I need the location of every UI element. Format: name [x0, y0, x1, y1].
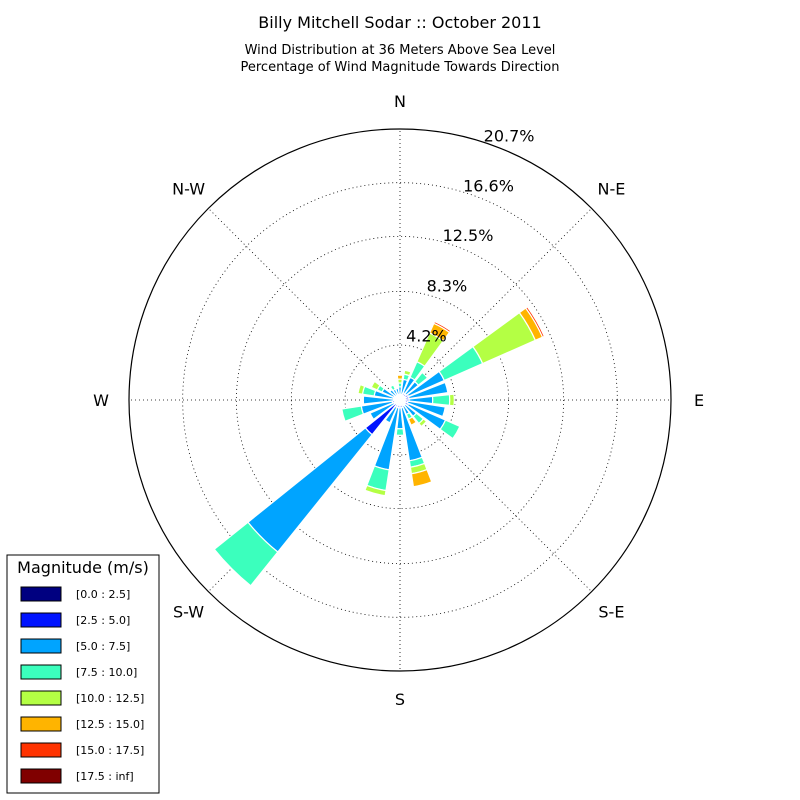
outer-ring: [128, 128, 672, 672]
direction-label: N-W: [172, 180, 205, 199]
legend-swatch: [20, 664, 62, 680]
ring-label: 4.2%: [406, 326, 447, 345]
wind-bar-segment: [524, 305, 546, 338]
legend-label: [15.0 : 17.5]: [76, 744, 144, 757]
wind-bar-segment: [357, 383, 366, 395]
wind-bar-segment: [213, 521, 279, 587]
wind-bar-segment: [418, 418, 428, 428]
legend-swatch: [20, 716, 62, 732]
legend-swatch: [20, 768, 62, 784]
wind-bar-segment: [413, 371, 429, 387]
direction-label: S-W: [173, 602, 204, 621]
wind-bar-segment: [439, 419, 461, 440]
wind-bar-segment: [448, 393, 455, 407]
wind-bar-segment: [406, 400, 446, 418]
wind-bar-segment: [389, 384, 397, 392]
ring-label: 16.6%: [463, 176, 514, 195]
wind-bar-segment: [394, 387, 400, 396]
wind-bar-segment: [369, 401, 396, 421]
wind-bar-segment: [407, 416, 418, 426]
direction-label: W: [93, 391, 109, 410]
wind-bar-segment: [384, 405, 398, 424]
legend-label: [12.5 : 15.0]: [76, 718, 144, 731]
wind-bar-segment: [433, 320, 452, 334]
ring-label: 12.5%: [443, 226, 494, 245]
wind-bar-segment: [407, 381, 449, 400]
wind-bar-segment: [370, 380, 381, 391]
wind-bar-segment: [364, 484, 387, 497]
ring-label: 8.3%: [427, 277, 468, 296]
legend: Magnitude (m/s) [0.0 : 2.5] [2.5 : 5.0] [5.…: [6, 554, 160, 794]
ring-label: 20.7%: [484, 127, 535, 146]
wind-bar-segment: [410, 468, 433, 488]
grid-ring: [182, 182, 618, 618]
chart-title: Billy Mitchell Sodar :: October 2011: [258, 13, 541, 32]
chart-subtitle-line-2: Percentage of Wind Magnitude Towards Dir…: [240, 60, 559, 75]
legend-title: Magnitude (m/s): [17, 558, 149, 577]
legend-label: [2.5 : 5.0]: [76, 614, 130, 627]
legend-swatch: [20, 742, 62, 758]
wind-bar-segment: [395, 427, 405, 436]
grid-ring: [235, 235, 565, 565]
legend-swatch: [20, 612, 62, 628]
legend-swatch: [20, 638, 62, 654]
legend-label: [0.0 : 2.5]: [76, 588, 130, 601]
legend-label: [10.0 : 12.5]: [76, 692, 144, 705]
legend-swatch: [20, 586, 62, 602]
polar-labels: 4.2% 8.3% 12.5% 16.6% 20.7% N N-E E S-E S S-W W N-W: [93, 92, 704, 709]
chart-subtitle-line-1: Wind Distribution at 36 Meters Above Sea…: [245, 43, 556, 58]
wind-bar-segment: [362, 395, 395, 405]
direction-label: S-E: [598, 602, 624, 621]
legend-swatch: [20, 690, 62, 706]
direction-label: N-E: [597, 180, 625, 199]
legend-label: [17.5 : inf]: [76, 770, 134, 783]
polar-grid: [128, 128, 672, 672]
direction-label: N: [394, 92, 406, 111]
legend-label: [7.5 : 10.0]: [76, 666, 137, 679]
wind-bar-segment: [403, 369, 412, 377]
wind-bar-segment: [341, 405, 365, 423]
grid-ring: [344, 344, 456, 456]
direction-label: S: [395, 690, 405, 709]
wind-bars: [213, 305, 546, 587]
wind-bar-segment: [431, 393, 451, 407]
wind-bar-segment: [396, 374, 404, 380]
legend-label: [5.0 : 7.5]: [76, 640, 130, 653]
direction-label: E: [694, 391, 704, 410]
